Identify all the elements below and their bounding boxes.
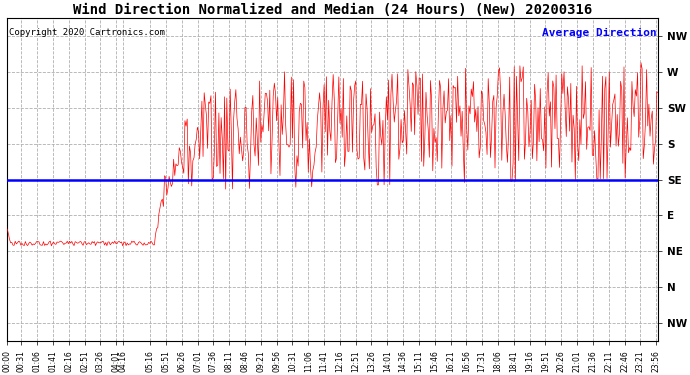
Title: Wind Direction Normalized and Median (24 Hours) (New) 20200316: Wind Direction Normalized and Median (24…	[73, 3, 592, 17]
Text: Average Direction: Average Direction	[542, 28, 657, 38]
Text: Copyright 2020 Cartronics.com: Copyright 2020 Cartronics.com	[8, 28, 164, 37]
